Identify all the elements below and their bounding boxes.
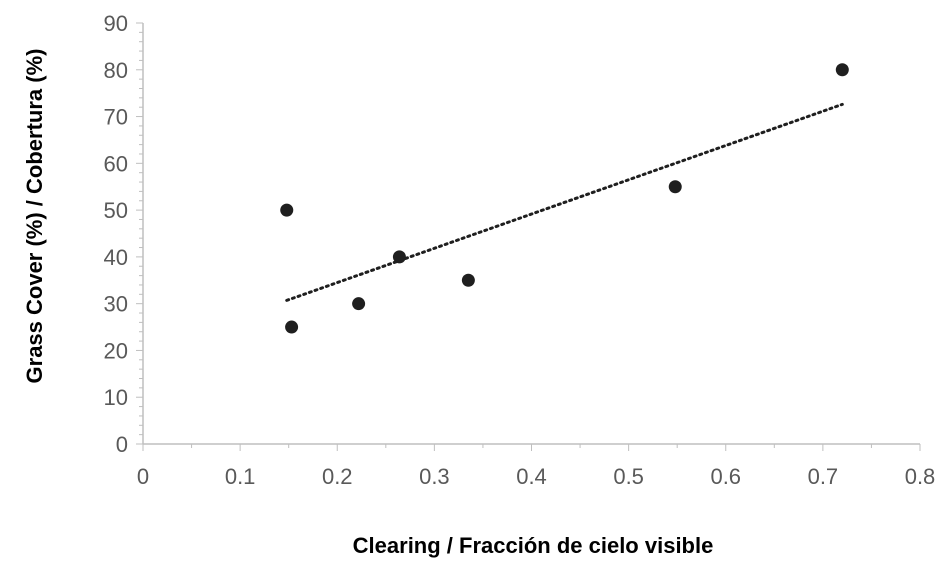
data-points [280, 63, 849, 334]
y-tick-label: 70 [104, 105, 128, 130]
y-tick-label: 90 [104, 11, 128, 36]
data-point [668, 180, 682, 194]
trendline [285, 102, 844, 302]
data-point [392, 250, 406, 264]
x-tick-label: 0.2 [322, 464, 353, 489]
x-tick-label: 0.4 [516, 464, 547, 489]
y-tick-label: 0 [116, 432, 128, 457]
minor-tick-marks [136, 22, 921, 451]
y-tick-label: 20 [104, 338, 128, 363]
y-tick-label: 40 [104, 245, 128, 270]
y-tick-label: 50 [104, 198, 128, 223]
y-tick-label: 60 [104, 151, 128, 176]
x-tick-labels: 0 0.1 0.2 0.3 0.4 0.5 0.6 0.7 0.8 [137, 464, 935, 489]
x-axis-title: Clearing / Fracción de cielo visible [353, 533, 714, 558]
y-tick-labels: 0 10 20 30 40 50 60 70 80 90 [104, 11, 128, 457]
y-tick-label: 30 [104, 292, 128, 317]
x-tick-label: 0.8 [905, 464, 936, 489]
data-point [835, 63, 849, 77]
y-axis-title: Grass Cover (%) / Cobertura (%) [22, 49, 47, 384]
x-tick-label: 0.6 [710, 464, 741, 489]
x-tick-label: 0.3 [419, 464, 450, 489]
x-tick-label: 0 [137, 464, 149, 489]
y-tick-label: 10 [104, 385, 128, 410]
data-point [285, 320, 299, 334]
x-tick-label: 0.5 [613, 464, 644, 489]
x-tick-label: 0.7 [808, 464, 839, 489]
x-tick-label: 0.1 [225, 464, 256, 489]
data-point [280, 203, 294, 217]
data-point [352, 297, 366, 311]
y-tick-label: 80 [104, 58, 128, 83]
data-point [461, 273, 475, 287]
